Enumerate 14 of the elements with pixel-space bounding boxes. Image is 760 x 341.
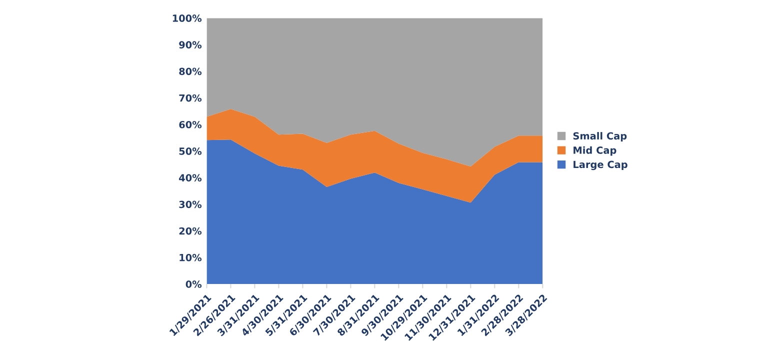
legend-label: Large Cap [574,160,628,170]
y-tick-label: 10% [180,254,202,262]
legend-label: Small Cap [573,132,627,142]
y-tick-label: 0% [186,280,202,288]
y-tick-label: 90% [179,41,202,49]
y-tick-label: 60% [179,120,202,128]
y-tick-label: 20% [179,227,202,235]
y-tick-label: 100% [172,14,202,22]
y-tick-label: 70% [179,94,202,102]
y-tick-label: 80% [179,68,202,76]
legend-label: Mid Cap [574,146,616,156]
y-tick-label: 40% [179,174,202,182]
y-tick-label: 50% [179,148,202,155]
y-tick-label: 30% [179,200,202,208]
